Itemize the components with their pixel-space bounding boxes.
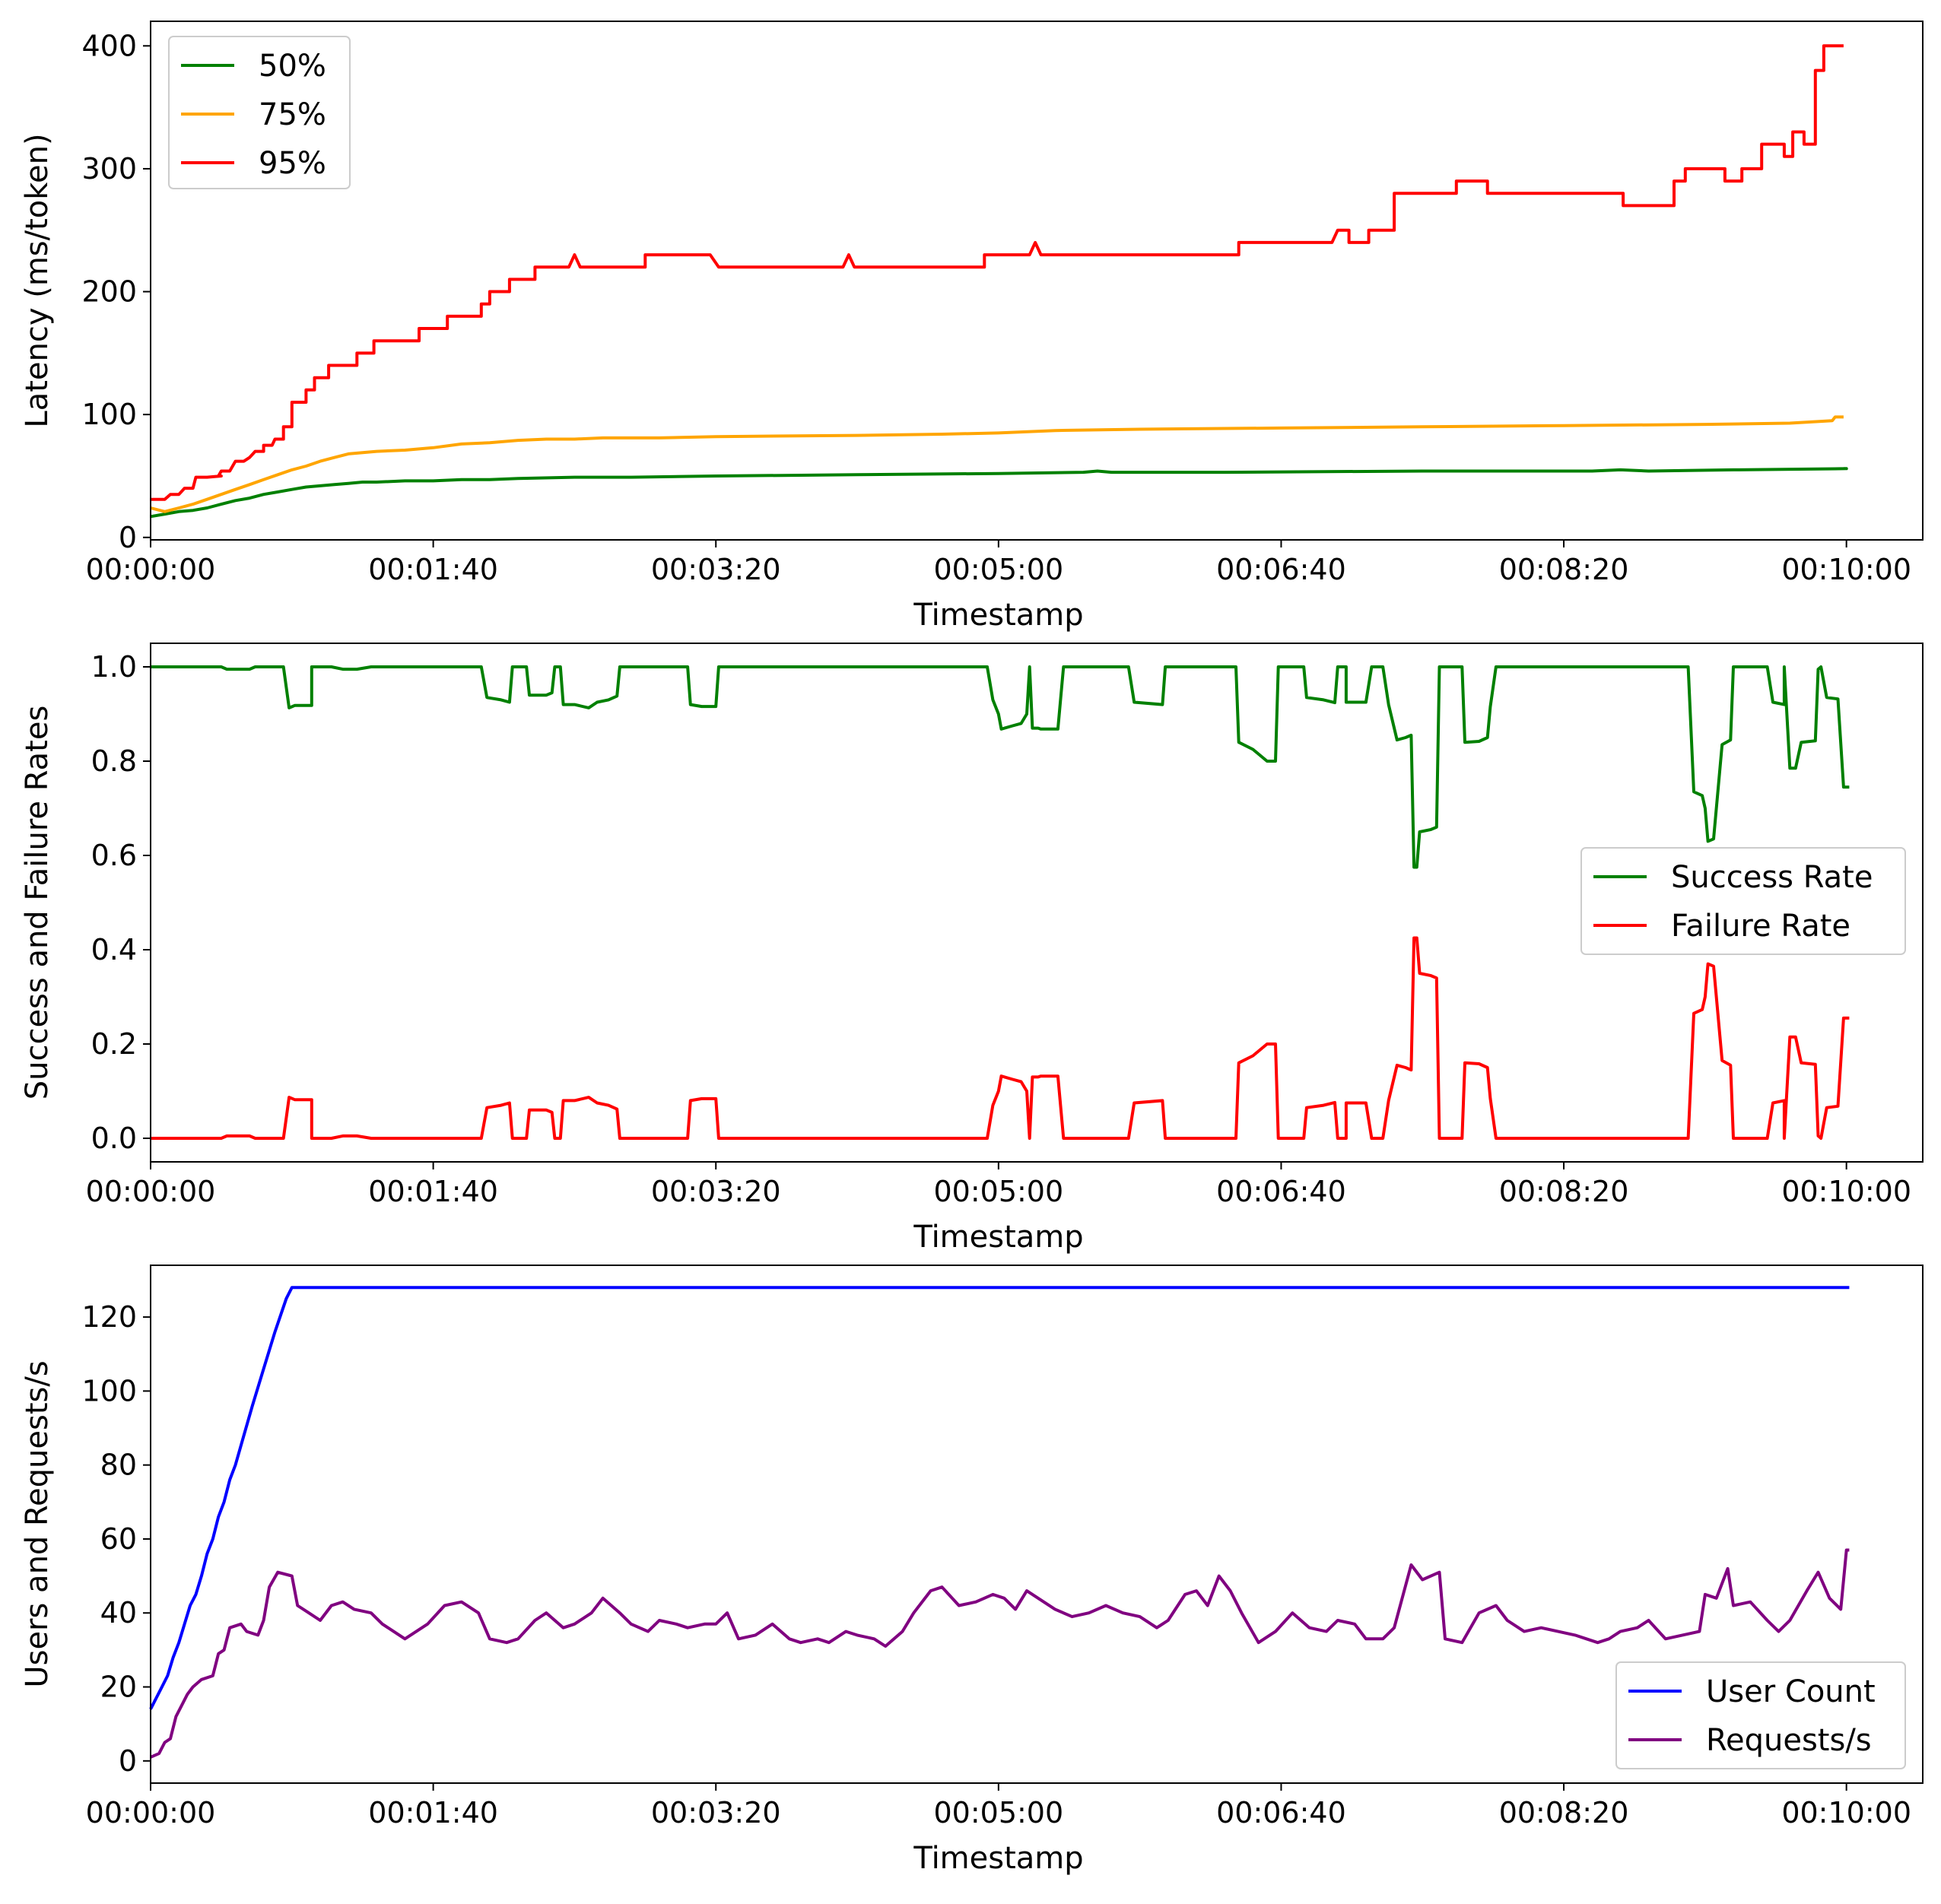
series-line-user-count xyxy=(149,1286,1850,1710)
legend-label-50: 50% xyxy=(259,49,326,84)
x-tick-label: 00:06:40 xyxy=(1216,1796,1346,1829)
x-tick-label: 00:10:00 xyxy=(1781,1796,1911,1829)
x-tick-label: 00:00:00 xyxy=(86,1796,216,1829)
legend-label-success-rate: Success Rate xyxy=(1671,860,1873,895)
y-tick-label: 40 xyxy=(100,1596,137,1630)
x-tick-label: 00:05:00 xyxy=(933,1175,1063,1208)
x-tick-label: 00:10:00 xyxy=(1781,1175,1911,1208)
y-tick-label: 0 xyxy=(119,521,137,554)
x-tick-label: 00:01:40 xyxy=(368,1796,498,1829)
x-axis-title: Timestamp xyxy=(913,1220,1083,1255)
y-axis-title: Users and Requests/s xyxy=(20,1360,55,1687)
x-tick-label: 00:08:20 xyxy=(1499,1796,1629,1829)
legend-box xyxy=(1580,847,1906,955)
y-tick-label: 0.2 xyxy=(91,1027,137,1061)
x-tick-label: 00:01:40 xyxy=(368,1175,498,1208)
plot-frame xyxy=(150,21,1924,541)
legend-box xyxy=(1615,1661,1906,1769)
y-tick-label: 60 xyxy=(100,1522,137,1556)
x-axis-title: Timestamp xyxy=(913,1841,1083,1876)
series-line-95 xyxy=(151,44,1844,501)
series-line-75 xyxy=(150,415,1844,513)
y-tick-label: 1.0 xyxy=(91,650,137,684)
y-tick-label: 300 xyxy=(81,152,137,186)
y-tick-label: 80 xyxy=(100,1449,137,1482)
series-line-failure-rate xyxy=(151,936,1850,1140)
x-tick-label: 00:03:20 xyxy=(651,553,781,586)
latency-panel: 00:00:00 00:01:40 00:03:20 00:05:00 00:06:40… xyxy=(20,21,1924,633)
y-tick-label: 0.4 xyxy=(91,933,137,966)
x-tick-label: 00:01:40 xyxy=(368,553,498,586)
legend-box xyxy=(168,36,351,189)
x-tick-label: 00:03:20 xyxy=(651,1175,781,1208)
y-tick-label: 0.6 xyxy=(91,839,137,872)
y-axis-title: Latency (ms/token) xyxy=(20,133,55,427)
y-tick-label: 0 xyxy=(119,1744,137,1778)
y-tick-label: 100 xyxy=(81,1374,137,1407)
x-tick-label: 00:08:20 xyxy=(1499,1175,1629,1208)
x-tick-label: 00:08:20 xyxy=(1499,553,1629,586)
legend-label-95: 95% xyxy=(259,146,326,181)
y-tick-label: 0.0 xyxy=(91,1122,137,1155)
y-tick-label: 20 xyxy=(100,1671,137,1704)
y-tick-label: 100 xyxy=(81,398,137,431)
x-tick-label: 00:10:00 xyxy=(1781,553,1911,586)
plot-frame xyxy=(150,643,1924,1163)
x-axis-title: Timestamp xyxy=(913,598,1083,633)
x-tick-label: 00:00:00 xyxy=(86,1175,216,1208)
y-tick-label: 400 xyxy=(81,29,137,62)
y-tick-label: 0.8 xyxy=(91,744,137,778)
legend-label-requests-s: Requests/s xyxy=(1706,1723,1872,1758)
series-line-requests-s xyxy=(150,1548,1850,1759)
rates-panel: 00:00:00 00:01:40 00:03:20 00:05:00 00:06:40… xyxy=(20,643,1924,1255)
series-line-success-rate xyxy=(151,665,1850,869)
x-tick-label: 00:05:00 xyxy=(933,553,1063,586)
x-tick-label: 00:03:20 xyxy=(651,1796,781,1829)
plot-frame xyxy=(150,1265,1924,1784)
users-panel: 00:00:00 00:01:40 00:03:20 00:05:00 00:06:40… xyxy=(20,1265,1924,1876)
x-tick-label: 00:06:40 xyxy=(1216,1175,1346,1208)
legend-label-failure-rate: Failure Rate xyxy=(1671,909,1850,944)
y-tick-label: 200 xyxy=(81,275,137,309)
legend-label-user-count: User Count xyxy=(1706,1674,1876,1709)
series-line-50 xyxy=(150,467,1848,519)
x-tick-label: 00:00:00 xyxy=(86,553,216,586)
x-tick-label: 00:06:40 xyxy=(1216,553,1346,586)
legend-label-75: 75% xyxy=(259,97,326,132)
y-axis-title: Success and Failure Rates xyxy=(20,706,55,1100)
x-tick-label: 00:05:00 xyxy=(933,1796,1063,1829)
y-tick-label: 120 xyxy=(81,1300,137,1334)
